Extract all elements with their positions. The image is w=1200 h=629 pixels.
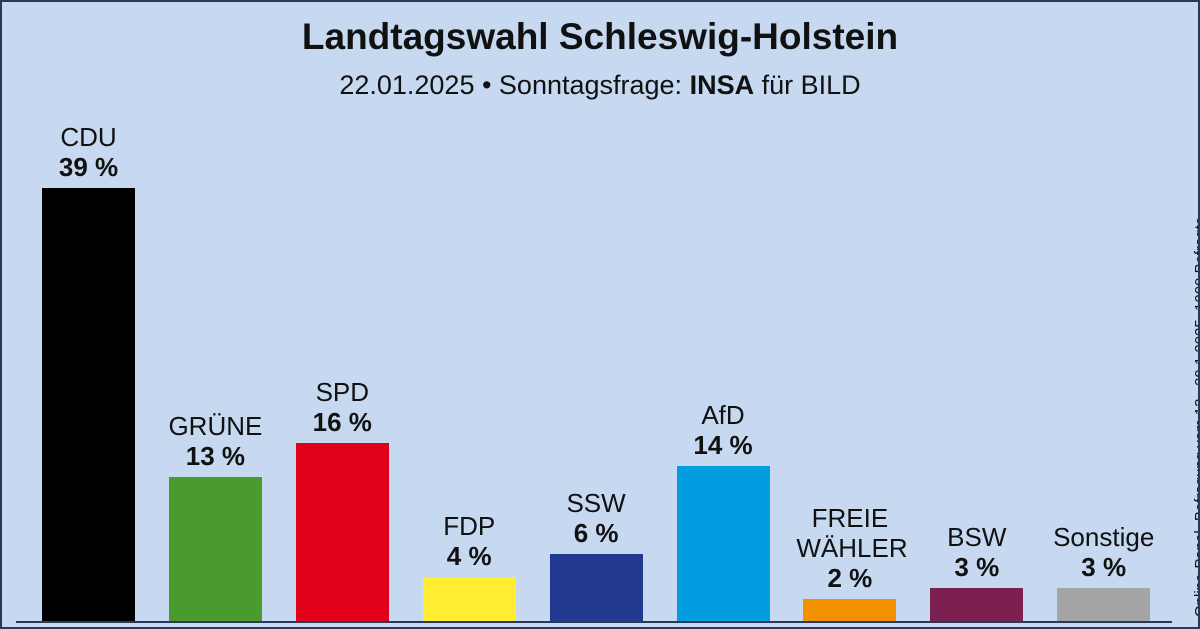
- bar: [168, 476, 262, 621]
- bar: [295, 443, 389, 621]
- subtitle-text: 22.01.2025 • Sonntagsfrage:: [339, 70, 683, 100]
- note: Online-Panel- Befragung vom 13.–20.1.202…: [1192, 216, 1200, 617]
- category-label: AfD: [701, 399, 745, 430]
- value-label: 3 %: [1081, 551, 1127, 582]
- category-label: SPD: [315, 377, 370, 408]
- value-label: 14 %: [693, 429, 753, 460]
- bar-label: GRÜNE 13 %: [152, 411, 279, 471]
- bar-label: AfD 14 %: [660, 400, 787, 460]
- bar-label: Sonstige 3 %: [1040, 522, 1167, 582]
- value-label: 3 %: [954, 551, 1000, 582]
- category-label: Sonstige: [1053, 521, 1155, 552]
- bar: [676, 465, 770, 621]
- category-label: BSW: [947, 521, 1007, 552]
- value-label: 16 %: [312, 407, 372, 438]
- baseline: [16, 621, 1172, 623]
- category-label: CDU: [60, 122, 117, 153]
- category-label: FREIE WÄHLER: [796, 502, 908, 563]
- bar: [422, 576, 516, 621]
- bar: [549, 554, 643, 621]
- client: für BILD: [761, 70, 861, 100]
- bar: [803, 598, 897, 621]
- chart-title: Landtagswahl Schleswig-Holstein: [301, 16, 899, 57]
- value-label: 39 %: [58, 152, 119, 183]
- bar-label: BSW 3 %: [913, 522, 1040, 582]
- value-label: 2 %: [827, 562, 873, 593]
- bar-label: SPD 16 %: [279, 377, 406, 437]
- bar-label: CDU 39 %: [25, 122, 152, 182]
- value-label: 13 %: [185, 440, 246, 471]
- bar-label: FDP 4 %: [406, 511, 533, 571]
- pollster: INSA: [689, 70, 755, 100]
- value-label: 4 %: [446, 540, 492, 571]
- bar: [42, 188, 135, 621]
- value-label: 6 %: [573, 518, 619, 549]
- category-label: GRÜNE: [168, 410, 263, 441]
- subtitle: 22.01.2025 • Sonntagsfrage: INSA für BIL…: [2, 70, 1198, 101]
- category-label: FDP: [443, 510, 496, 541]
- category-label: SSW: [566, 488, 626, 519]
- bar-label: SSW 6 %: [533, 488, 660, 548]
- bar: [930, 587, 1024, 621]
- bar-label: FREIE WÄHLER 2 %: [786, 503, 913, 593]
- bar: [1057, 587, 1151, 621]
